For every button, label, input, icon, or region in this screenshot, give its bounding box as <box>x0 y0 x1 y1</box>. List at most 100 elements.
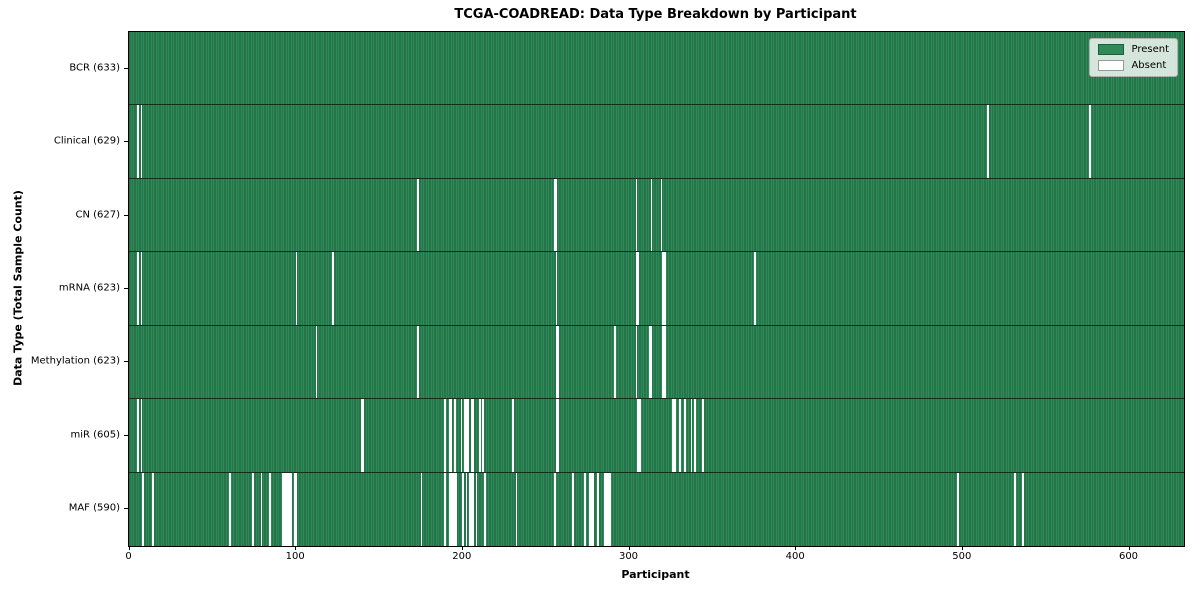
absent-mark <box>484 472 486 546</box>
y-tick-label: mRNA (623) <box>58 282 120 294</box>
y-tick-label: miR (605) <box>70 429 120 441</box>
absent-mark <box>554 178 556 252</box>
absent-mark <box>649 325 651 399</box>
legend-present-label: Present <box>1131 44 1169 55</box>
absent-mark <box>142 472 145 546</box>
absent-mark <box>470 399 473 472</box>
absent-mark <box>754 252 756 325</box>
absent-mark <box>583 472 586 546</box>
absent-mark <box>444 472 446 546</box>
heatmap-row <box>129 472 1184 546</box>
absent-mark <box>444 399 446 472</box>
absent-mark <box>315 325 318 399</box>
x-tick-label: 0 <box>125 551 132 562</box>
absent-mark <box>557 325 560 399</box>
absent-mark <box>140 399 143 472</box>
x-tick-mark <box>961 546 963 550</box>
absent-mark <box>295 472 298 546</box>
absent-mark <box>555 178 558 252</box>
absent-mark <box>462 472 465 546</box>
absent-mark <box>287 472 290 546</box>
absent-mark <box>639 399 641 472</box>
absent-mark <box>482 399 485 472</box>
absent-mark <box>454 472 456 546</box>
absent-mark <box>664 252 666 325</box>
x-tick-label: 100 <box>285 551 305 562</box>
y-tick-mark <box>124 434 128 436</box>
absent-mark <box>360 399 363 472</box>
absent-mark <box>555 325 558 399</box>
absent-mark <box>674 399 676 472</box>
absent-mark <box>987 105 990 178</box>
absent-mark <box>554 472 556 546</box>
x-tick-label: 200 <box>452 551 472 562</box>
absent-mark <box>420 472 423 546</box>
y-tick-mark <box>124 214 128 216</box>
heatmap-row <box>129 178 1184 253</box>
absent-mark <box>1014 472 1016 546</box>
absent-mark <box>285 472 288 546</box>
y-tick-mark <box>124 288 128 289</box>
absent-mark <box>572 472 575 546</box>
absent-mark <box>957 472 960 546</box>
x-tick-label: 500 <box>952 551 972 562</box>
legend: Present Absent <box>1089 38 1178 77</box>
absent-mark <box>229 472 231 546</box>
absent-mark <box>289 472 291 546</box>
present-swatch-icon <box>1098 44 1125 55</box>
heatmap-row <box>129 252 1184 326</box>
absent-mark <box>472 399 475 472</box>
absent-mark <box>635 325 638 399</box>
legend-entry-absent: Absent <box>1098 60 1169 71</box>
heatmap-row <box>129 399 1184 473</box>
absent-mark <box>450 399 453 472</box>
y-tick-mark <box>124 141 128 143</box>
absent-mark <box>512 399 515 472</box>
y-tick-label: Clinical (629) <box>53 135 120 147</box>
heatmap-row <box>129 32 1184 106</box>
absent-mark <box>637 399 640 472</box>
x-tick-mark <box>1128 546 1130 550</box>
absent-mark <box>469 472 471 546</box>
y-tick-mark <box>124 508 128 510</box>
absent-mark <box>1022 472 1025 546</box>
absent-swatch-icon <box>1098 60 1125 71</box>
absent-mark <box>475 472 478 546</box>
absent-mark <box>449 472 451 546</box>
absent-mark <box>137 252 140 325</box>
absent-mark <box>454 399 456 472</box>
absent-mark <box>465 399 468 472</box>
absent-mark <box>295 252 298 325</box>
absent-mark <box>332 252 335 325</box>
x-tick-mark <box>128 546 130 550</box>
absent-mark <box>635 178 638 252</box>
absent-mark <box>472 472 475 546</box>
absent-mark <box>1089 105 1091 178</box>
y-tick-label: CN (627) <box>75 209 120 221</box>
absent-mark <box>555 252 558 325</box>
absent-mark <box>417 325 420 399</box>
absent-mark <box>450 472 453 546</box>
absent-mark <box>465 472 468 546</box>
absent-mark <box>470 472 473 546</box>
absent-mark <box>607 472 610 546</box>
absent-mark <box>479 399 481 472</box>
absent-mark <box>152 472 155 546</box>
absent-mark <box>637 252 640 325</box>
absent-mark <box>650 325 653 399</box>
chart-title: TCGA-COADREAD: Data Type Breakdown by Pa… <box>454 7 857 22</box>
absent-mark <box>694 399 696 472</box>
absent-mark <box>650 178 653 252</box>
absent-mark <box>362 399 365 472</box>
x-tick-mark <box>295 546 297 550</box>
absent-mark <box>592 472 595 546</box>
heatmap-row <box>129 105 1184 179</box>
absent-mark <box>702 399 705 472</box>
absent-mark <box>460 399 463 472</box>
x-tick-mark <box>628 546 630 550</box>
absent-mark <box>137 399 140 472</box>
absent-mark <box>464 399 466 472</box>
x-tick-label: 400 <box>785 551 805 562</box>
absent-mark <box>684 399 686 472</box>
